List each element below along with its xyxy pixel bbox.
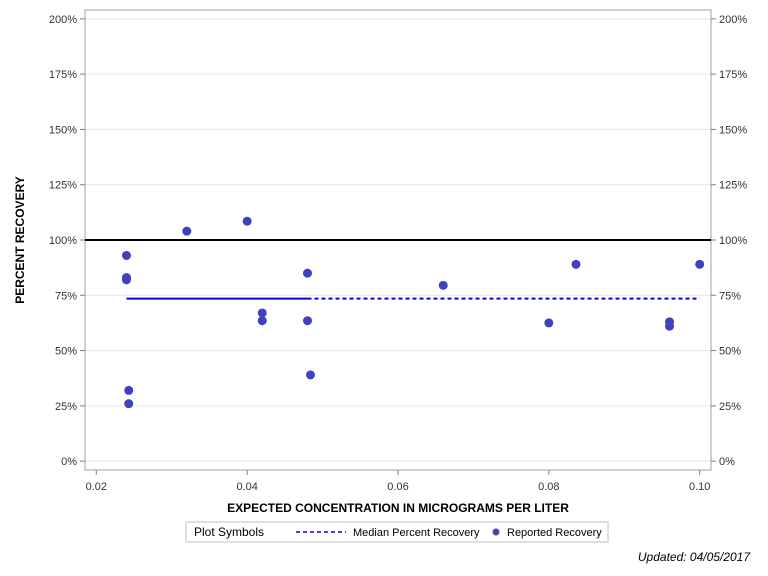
y-tick-label-right: 150% — [719, 124, 747, 136]
data-point — [257, 316, 267, 326]
legend-reported-label: Reported Recovery — [507, 527, 602, 539]
y-tick-label-right: 0% — [719, 456, 735, 468]
data-point — [695, 259, 705, 269]
y-tick-label-left: 100% — [49, 235, 77, 247]
legend-title: Plot Symbols — [194, 525, 264, 539]
data-point — [306, 370, 316, 380]
y-tick-label-left: 125% — [49, 180, 77, 192]
y-tick-label-right: 125% — [719, 180, 747, 192]
data-point — [257, 308, 267, 318]
y-tick-label-left: 175% — [49, 69, 77, 81]
data-point — [124, 399, 134, 409]
y-tick-label-left: 0% — [61, 456, 77, 468]
y-tick-label-left: 50% — [55, 346, 77, 358]
y-tick-label-right: 100% — [719, 235, 747, 247]
lines — [85, 239, 711, 300]
y-tick-label-right: 200% — [719, 14, 747, 26]
data-point — [571, 259, 581, 269]
points — [121, 216, 705, 409]
legend-median-label: Median Percent Recovery — [353, 527, 480, 539]
data-point — [665, 321, 675, 331]
data-point — [544, 318, 554, 328]
data-point — [121, 250, 131, 260]
axes: 0% 0% 25% 25% 50% 50% 75% 75% 100% 100% 125% 125% 15… — [49, 14, 747, 493]
y-tick-label-left: 75% — [55, 290, 77, 302]
data-point — [302, 268, 312, 278]
y-tick-label-left: 25% — [55, 401, 77, 413]
x-tick-label: 0.08 — [538, 481, 559, 493]
updated-date: Updated: 04/05/2017 — [637, 550, 750, 564]
x-tick-label: 0.06 — [387, 481, 408, 493]
legend-dot-symbol — [492, 528, 500, 536]
x-tick-label: 0.10 — [689, 481, 710, 493]
x-tick-label: 0.04 — [236, 481, 257, 493]
y-tick-label-left: 200% — [49, 14, 77, 26]
x-axis-title: EXPECTED CONCENTRATION IN MICROGRAMS PER… — [227, 501, 569, 515]
data-point — [182, 226, 192, 236]
data-point — [121, 275, 131, 285]
data-point — [438, 280, 448, 290]
x-tick-label: 0.02 — [86, 481, 107, 493]
y-tick-label-left: 150% — [49, 124, 77, 136]
data-point — [242, 216, 252, 226]
y-tick-label-right: 25% — [719, 401, 741, 413]
y-axis-title: PERCENT RECOVERY — [13, 176, 27, 304]
y-tick-label-right: 50% — [719, 346, 741, 358]
data-point — [124, 385, 134, 395]
y-tick-label-right: 175% — [719, 69, 747, 81]
legend-frame — [185, 521, 609, 543]
y-tick-label-right: 75% — [719, 290, 741, 302]
data-point — [302, 316, 312, 326]
legend: Plot Symbols Median Percent Recovery Rep… — [185, 521, 609, 543]
